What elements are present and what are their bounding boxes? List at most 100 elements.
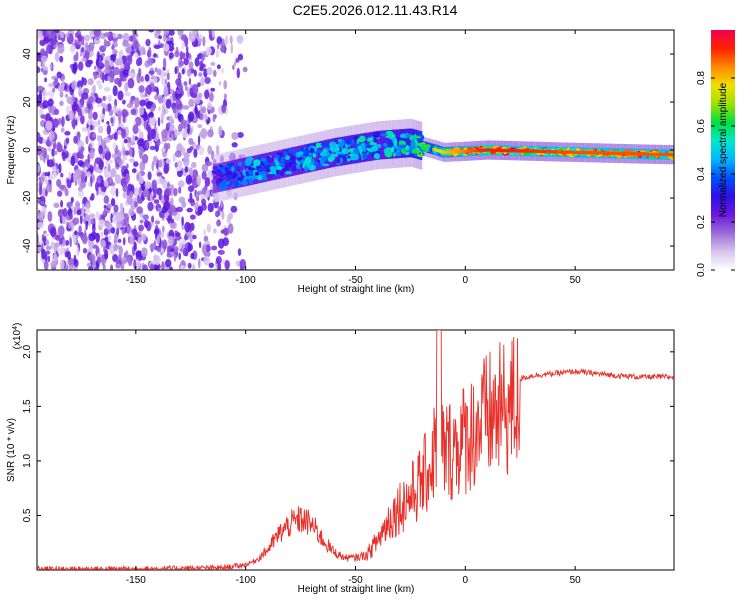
spectrogram-cell: [594, 151, 597, 155]
spectrogram-cell: [230, 205, 238, 213]
spectrogram-cell: [158, 194, 162, 201]
spectrogram-cell: [631, 152, 633, 156]
spectrogram-cell: [192, 263, 195, 270]
colorbar-tick-label: 0.0: [696, 263, 707, 277]
spectrogram-cell: [442, 150, 445, 154]
spectrogram-cell: [276, 166, 283, 171]
colorbar-ticks: 0.0 0.2 0.4 0.6 0.8: [696, 71, 735, 277]
spectrogram-cell: [177, 30, 184, 36]
spectrogram-cell: [122, 148, 126, 158]
spectrogram-cell: [140, 233, 147, 241]
spectrogram-cell: [135, 259, 141, 270]
spectrogram-cell: [50, 241, 55, 250]
spectrogram-cell: [157, 117, 161, 127]
spectrogram-cell: [137, 236, 142, 245]
spectrogram-cell: [204, 77, 211, 84]
spectrogram-cell: [65, 33, 70, 38]
spectrogram-cell: [552, 150, 554, 154]
spectrogram-cell: [595, 151, 598, 155]
snr-y-label: SNR (10 * v/v): [6, 418, 17, 482]
spectrogram-cell: [202, 36, 206, 47]
spectrogram-cell: [124, 91, 131, 97]
spectrogram-cell: [632, 152, 635, 156]
spectrogram-cell: [644, 152, 647, 156]
spectrogram-cell: [185, 50, 189, 59]
spectrogram-cell: [179, 265, 186, 270]
spectrogram-cell: [154, 220, 161, 225]
spectrogram-cell: [370, 145, 379, 152]
spectrogram-cell: [460, 149, 462, 154]
spectrogram-cell: [582, 151, 585, 155]
spectrogram-cell: [227, 223, 234, 234]
spectrogram-cell: [414, 135, 421, 139]
spectrogram-cell: [88, 253, 96, 263]
spectrogram-cell: [275, 154, 280, 161]
spectrogram-x-label: Height of straight line (km): [298, 284, 415, 295]
spectrogram-cell: [672, 153, 674, 157]
spectrogram-cell: [519, 149, 521, 153]
spectrogram-cell: [47, 255, 51, 263]
spectrogram-cell: [220, 200, 223, 208]
spectrogram-cell: [527, 149, 529, 153]
spectrogram-cell: [65, 93, 68, 98]
spectrogram-cell: [187, 198, 195, 203]
spectrogram-cell: [288, 162, 293, 167]
spectrogram-cell: [106, 124, 112, 135]
spectrogram-cell: [78, 61, 84, 71]
spectrogram-cell: [147, 131, 151, 142]
spectrogram-cell: [64, 188, 69, 197]
spectrogram-cell: [196, 174, 202, 186]
spectrogram-cell: [516, 149, 519, 153]
spectrogram-cell: [441, 150, 444, 154]
spectrogram-cell: [221, 103, 227, 114]
spectrogram-cell: [73, 54, 77, 62]
spectrogram-cell: [129, 72, 135, 78]
spectrogram-cell: [148, 112, 154, 118]
spectrogram-cell: [231, 132, 239, 140]
spectrogram-cell: [82, 247, 87, 254]
spectrogram-cell: [122, 156, 128, 161]
spectrogram-cell: [186, 123, 190, 135]
spectrogram-cell: [47, 159, 54, 168]
spectrogram-cell: [76, 246, 80, 257]
spectrogram-cell: [102, 95, 106, 102]
spectrogram-cell: [93, 30, 101, 37]
spectrogram-cell: [593, 151, 595, 155]
spectrogram-cell: [175, 78, 182, 86]
spectrogram-cell: [176, 88, 182, 95]
spectrogram-cell: [491, 148, 494, 152]
spectrogram-cell: [181, 201, 187, 208]
spectrogram-cell: [48, 30, 52, 39]
spectrogram-cell: [103, 180, 109, 188]
spectrogram-cell: [156, 187, 163, 196]
spectrogram-cell: [97, 135, 101, 142]
spectrogram-cell: [638, 152, 640, 156]
spectrogram-cell: [39, 39, 46, 46]
spectrogram-cell: [627, 152, 629, 156]
spectrogram-cell: [201, 198, 207, 206]
spectrogram-cell: [206, 67, 213, 76]
spectrogram-cell: [156, 30, 162, 34]
spectrogram-cell: [112, 85, 118, 97]
spectrogram-cell: [210, 87, 216, 92]
spectrogram-cell: [186, 68, 192, 77]
spectrogram-cell: [178, 238, 183, 249]
spectrogram-cell: [117, 238, 122, 243]
spectrogram-cell: [436, 148, 438, 152]
spectrogram-cell: [149, 115, 156, 127]
spectrogram-cell: [327, 156, 334, 163]
spectrogram-cell: [358, 135, 366, 142]
spectrogram-cell: [647, 152, 649, 156]
spectrogram-cell: [232, 64, 235, 71]
spectrogram-cell: [59, 91, 64, 98]
spectrogram-cell: [242, 66, 248, 73]
y-tick-label: 1.0: [22, 454, 33, 468]
spectrogram-cell: [198, 241, 202, 249]
spectrogram-cell: [81, 111, 85, 117]
spectrogram-cell: [223, 93, 227, 100]
spectrogram-cell: [461, 149, 463, 153]
spectrogram-cell: [605, 151, 607, 155]
spectrogram-cell: [172, 106, 177, 114]
spectrogram-cell: [198, 145, 204, 156]
spectrogram-cell: [89, 148, 95, 159]
